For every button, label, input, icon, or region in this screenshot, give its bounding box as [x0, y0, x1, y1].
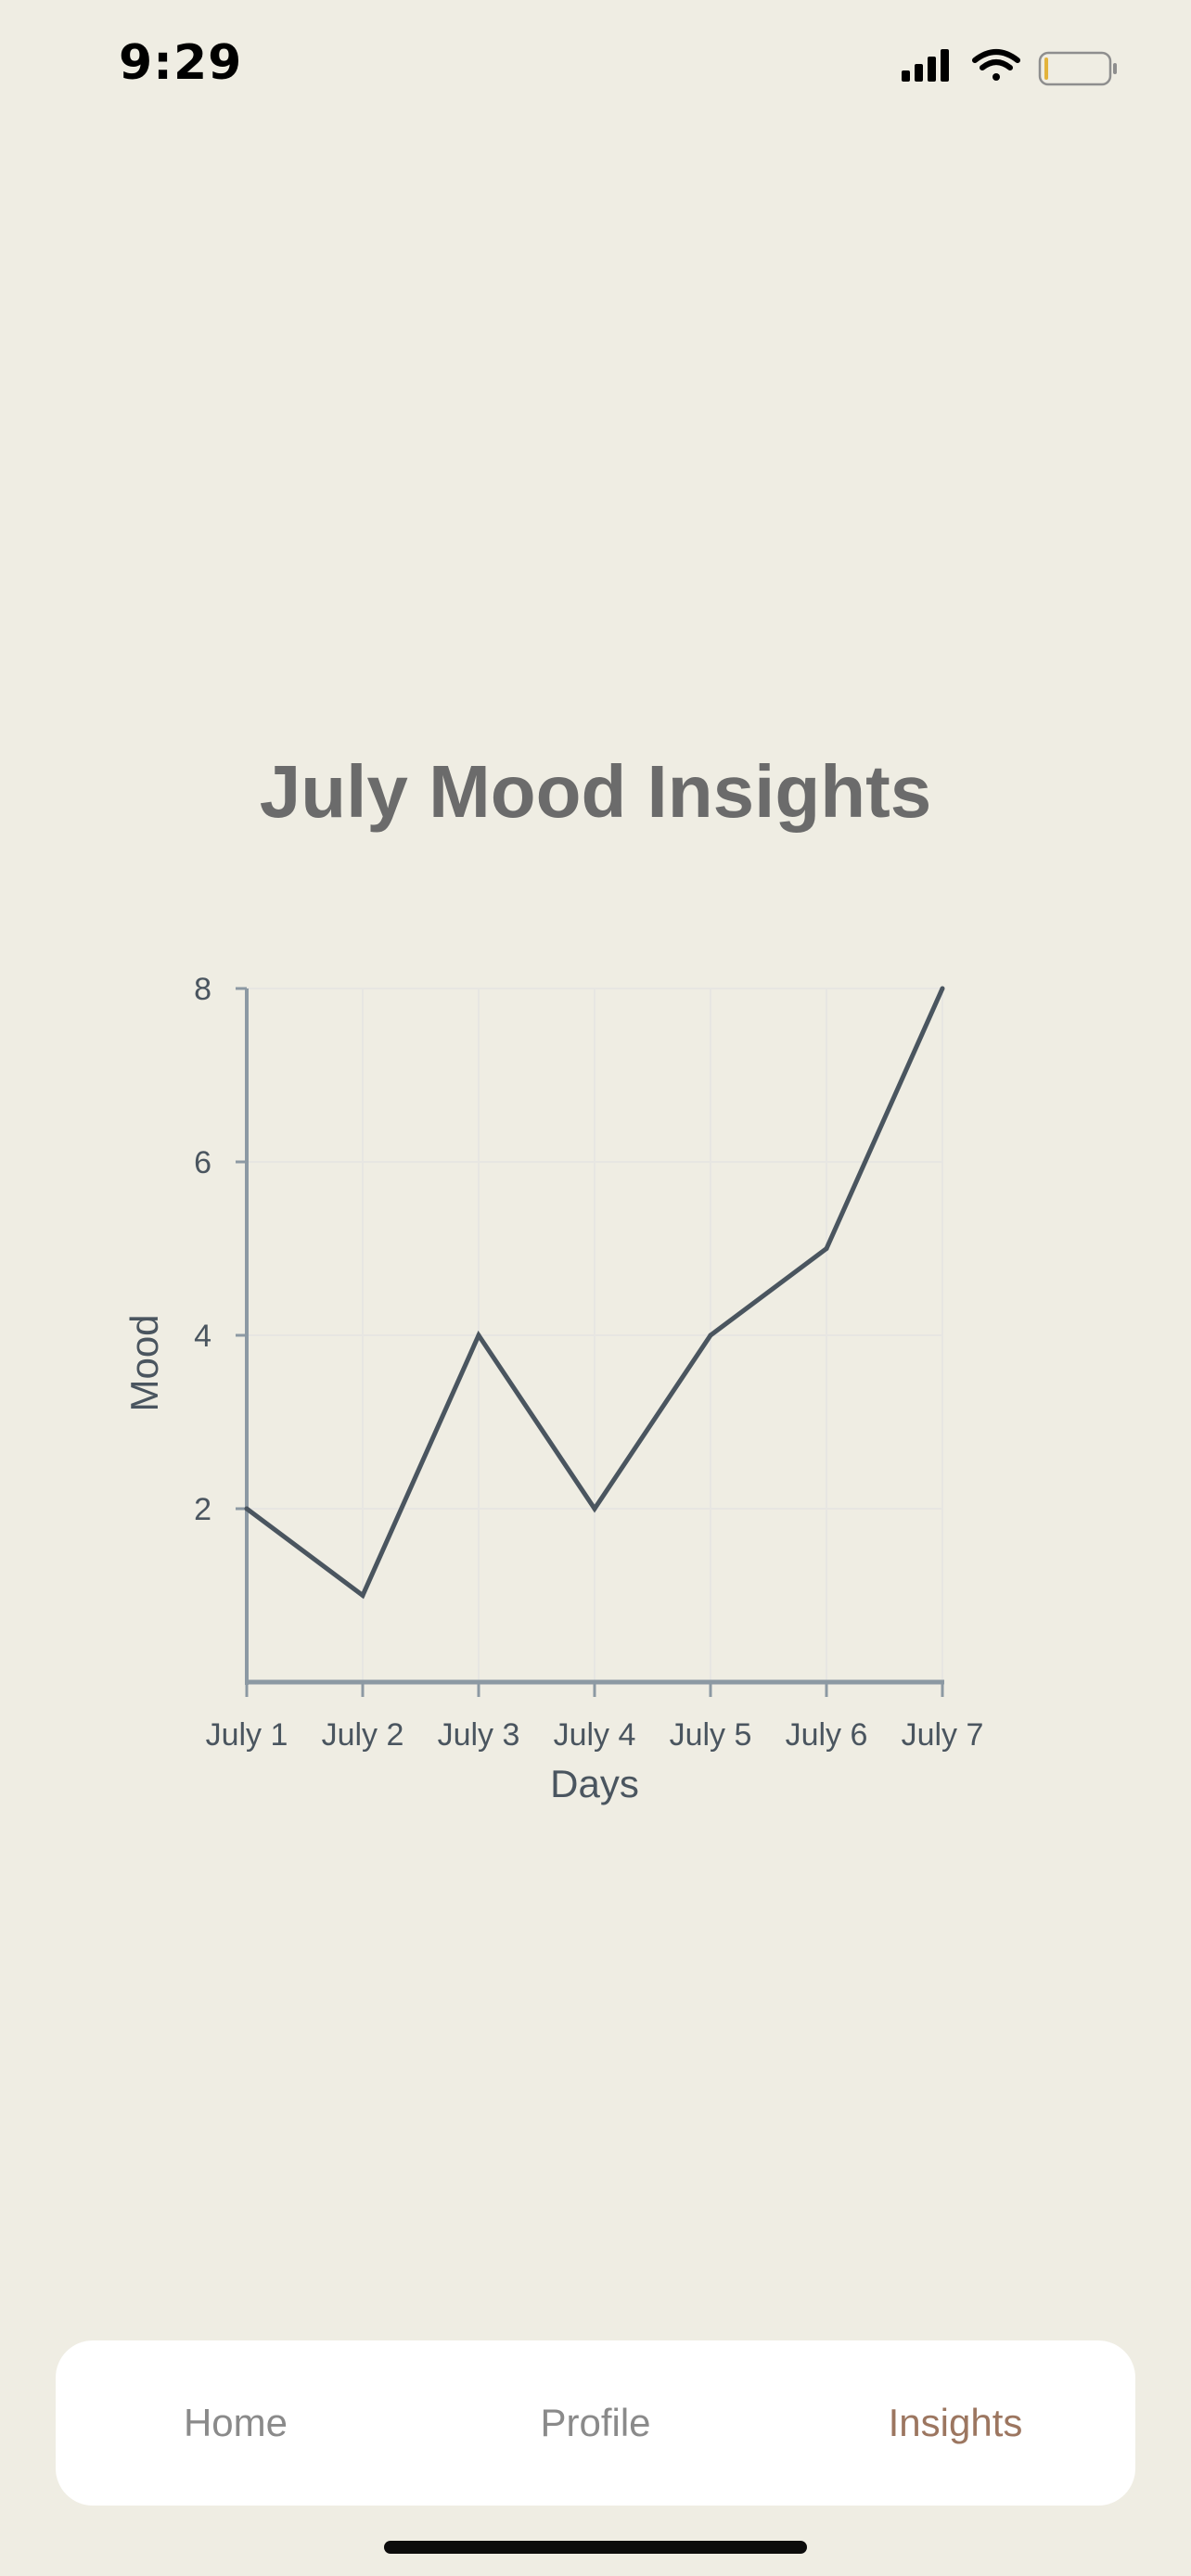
tab-profile[interactable]: Profile	[540, 2401, 651, 2444]
data-point	[360, 1593, 365, 1598]
y-axis-ticks: 2 4 6 8	[194, 972, 247, 1527]
y-tick-label: 4	[194, 1319, 211, 1354]
chart-series	[244, 986, 945, 1600]
y-tick-label: 6	[194, 1145, 211, 1180]
tab-insights[interactable]: Insights	[888, 2401, 1023, 2444]
bottom-tab-bar: Home Profile Insights	[56, 2340, 1135, 2506]
data-point	[244, 1506, 250, 1511]
battery-icon	[1038, 51, 1117, 86]
status-bar: 9:29	[0, 0, 1191, 139]
x-tick-label: July 3	[438, 1717, 520, 1753]
data-point	[476, 1333, 481, 1338]
data-point	[940, 986, 945, 991]
x-tick-label: July 1	[206, 1717, 288, 1753]
x-tick-label: July 2	[322, 1717, 404, 1753]
data-point	[824, 1246, 829, 1251]
cellular-signal-icon	[902, 49, 949, 82]
x-tick-label: July 4	[554, 1717, 636, 1753]
status-time: 9:29	[119, 35, 243, 91]
y-tick-label: 2	[194, 1492, 211, 1527]
page-title: July Mood Insights	[259, 750, 932, 833]
x-tick-label: July 5	[670, 1717, 752, 1753]
x-tick-label: July 6	[786, 1717, 868, 1753]
x-axis-ticks: July 1 July 2 July 3 July 4 July 5 July 6 July…	[206, 1682, 984, 1753]
home-indicator	[384, 2541, 807, 2554]
x-axis-label: Days	[550, 1762, 639, 1805]
status-icons	[902, 49, 1117, 86]
tab-home[interactable]: Home	[183, 2401, 288, 2444]
x-tick-label: July 7	[902, 1717, 984, 1753]
data-point	[708, 1333, 713, 1338]
y-axis-label: Mood	[122, 1314, 166, 1411]
chart-grid	[246, 988, 943, 1682]
y-tick-label: 8	[194, 972, 211, 1007]
wifi-icon	[972, 49, 1020, 81]
data-point	[592, 1506, 597, 1511]
